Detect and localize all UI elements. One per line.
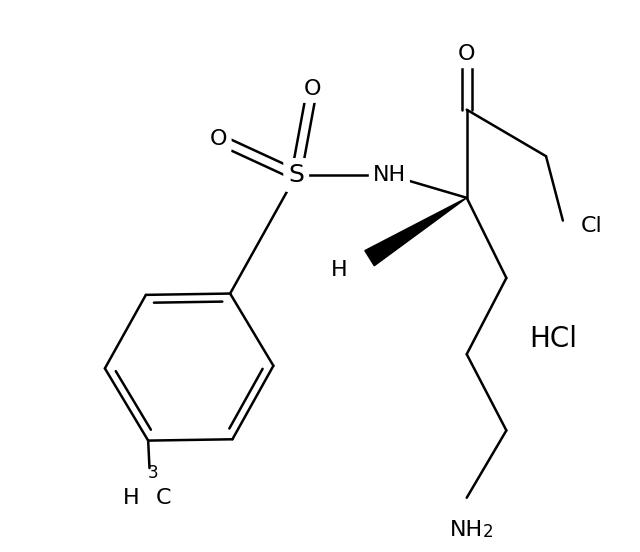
Text: H: H: [331, 260, 348, 280]
Text: H: H: [123, 488, 140, 508]
Text: C: C: [156, 488, 171, 508]
Text: NH: NH: [373, 165, 406, 185]
Text: Cl: Cl: [580, 215, 602, 236]
Text: O: O: [303, 79, 321, 99]
Text: HCl: HCl: [529, 325, 577, 353]
Polygon shape: [365, 198, 467, 266]
Text: O: O: [210, 129, 228, 150]
Text: NH: NH: [450, 519, 483, 539]
Text: 3: 3: [147, 464, 158, 482]
Text: S: S: [288, 163, 304, 187]
Text: O: O: [458, 44, 476, 64]
Text: 2: 2: [483, 523, 494, 542]
